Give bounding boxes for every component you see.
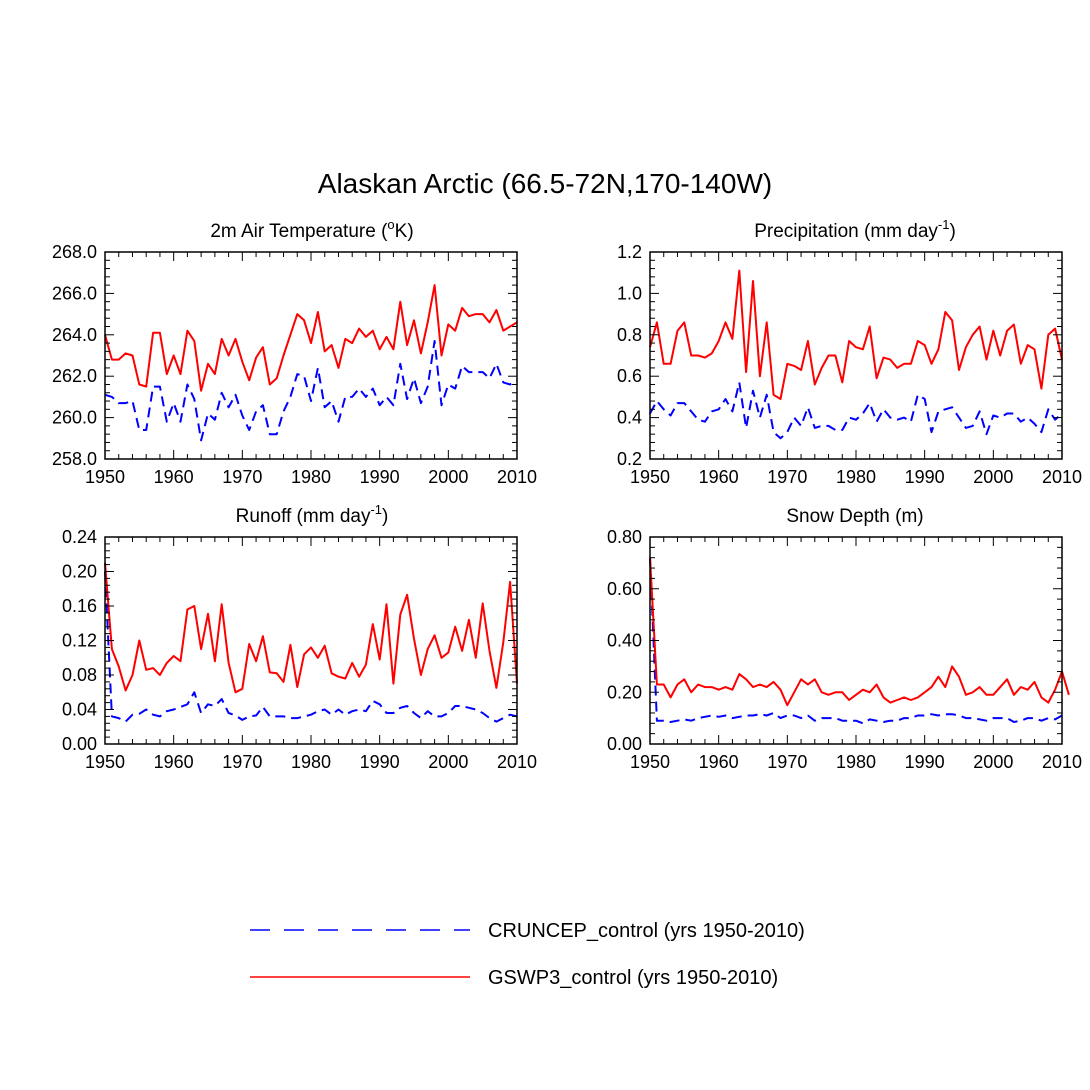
legend-label-cruncep: CRUNCEP_control (yrs 1950-2010) <box>488 920 805 942</box>
y-tick-label: 0.16 <box>62 596 97 616</box>
panel-title: Snow Depth (m) <box>786 506 923 527</box>
panel-precipitation: Precipitation (mm day-1) 1950 1960 1970 198… <box>617 217 1082 487</box>
y-tick-label: 0.24 <box>62 527 97 547</box>
y-tick-label: 0.20 <box>607 682 642 702</box>
x-tick-label: 2010 <box>1042 752 1082 772</box>
series-line-gswp3 <box>104 562 518 694</box>
x-tick-label: 1980 <box>291 467 331 487</box>
y-tick-label: 0.6 <box>617 366 642 386</box>
plot-frame <box>649 536 1063 745</box>
y-tick-label: 0.20 <box>62 562 97 582</box>
y-tick-label: 0.00 <box>607 734 642 754</box>
series-line-gswp3 <box>649 269 1063 400</box>
plot-frame <box>104 536 518 745</box>
series-line-gswp3 <box>649 557 1070 707</box>
x-tick-label: 1960 <box>154 467 194 487</box>
y-tick-label: 262.0 <box>52 366 97 386</box>
panel-title: Runoff (mm day-1) <box>236 502 389 527</box>
legend-label-gswp3: GSWP3_control (yrs 1950-2010) <box>488 967 778 989</box>
x-tick-label: 1960 <box>699 752 739 772</box>
x-tick-label: 1950 <box>85 467 125 487</box>
y-tick-label: 0.4 <box>617 408 642 428</box>
y-tick-label: 260.0 <box>52 408 97 428</box>
y-tick-label: 266.0 <box>52 283 97 303</box>
y-tick-label: 0.60 <box>607 579 642 599</box>
x-tick-label: 2000 <box>973 752 1013 772</box>
x-tick-label: 2000 <box>428 752 468 772</box>
y-tick-label: 268.0 <box>52 242 97 262</box>
x-tick-label: 1980 <box>836 752 876 772</box>
panel-title: Precipitation (mm day-1) <box>754 217 956 242</box>
x-tick-label: 1980 <box>836 467 876 487</box>
y-tick-label: 0.12 <box>62 631 97 651</box>
y-tick-label: 0.04 <box>62 700 97 720</box>
plot-frame <box>104 251 518 460</box>
x-tick-label: 1970 <box>222 467 262 487</box>
y-tick-label: 0.40 <box>607 631 642 651</box>
x-tick-label: 1970 <box>767 752 807 772</box>
x-tick-label: 1960 <box>154 752 194 772</box>
series-line-cruncep <box>104 571 518 723</box>
y-tick-label: 258.0 <box>52 449 97 469</box>
panel-title: 2m Air Temperature (oK) <box>210 217 413 242</box>
x-tick-label: 1950 <box>85 752 125 772</box>
series-line-gswp3 <box>104 284 518 392</box>
panel-snow-depth: Snow Depth (m) 1950 1960 1970 1980 1990 2000 2… <box>607 506 1082 772</box>
series-line-cruncep <box>104 340 518 442</box>
x-tick-label: 2010 <box>1042 467 1082 487</box>
y-tick-label: 264.0 <box>52 325 97 345</box>
y-tick-label: 1.2 <box>617 242 642 262</box>
y-tick-label: 0.80 <box>607 527 642 547</box>
x-tick-label: 1990 <box>905 752 945 772</box>
x-tick-label: 1980 <box>291 752 331 772</box>
legend: CRUNCEP_control (yrs 1950-2010) GSWP3_co… <box>250 920 805 989</box>
x-tick-label: 1960 <box>699 467 739 487</box>
panel-air-temperature: 2m Air Temperature (oK) 1950 1960 1970 1980… <box>52 217 537 487</box>
y-tick-label: 1.0 <box>617 283 642 303</box>
x-tick-label: 1950 <box>630 467 670 487</box>
series-line-cruncep <box>649 381 1063 440</box>
x-tick-label: 2010 <box>497 752 537 772</box>
x-tick-label: 1990 <box>360 467 400 487</box>
x-tick-label: 1970 <box>222 752 262 772</box>
x-tick-label: 1990 <box>360 752 400 772</box>
y-tick-label: 0.00 <box>62 734 97 754</box>
x-tick-label: 2000 <box>428 467 468 487</box>
y-tick-label: 0.8 <box>617 325 642 345</box>
x-tick-label: 1970 <box>767 467 807 487</box>
figure-title: Alaskan Arctic (66.5-72N,170-140W) <box>318 168 772 199</box>
x-tick-label: 1990 <box>905 467 945 487</box>
panel-runoff: Runoff (mm day-1) 1950 1960 1970 1980 1990 20… <box>62 502 537 772</box>
series-line-cruncep <box>649 557 1063 725</box>
x-tick-label: 2000 <box>973 467 1013 487</box>
x-tick-label: 2010 <box>497 467 537 487</box>
y-tick-label: 0.2 <box>617 449 642 469</box>
x-tick-label: 1950 <box>630 752 670 772</box>
y-tick-label: 0.08 <box>62 665 97 685</box>
